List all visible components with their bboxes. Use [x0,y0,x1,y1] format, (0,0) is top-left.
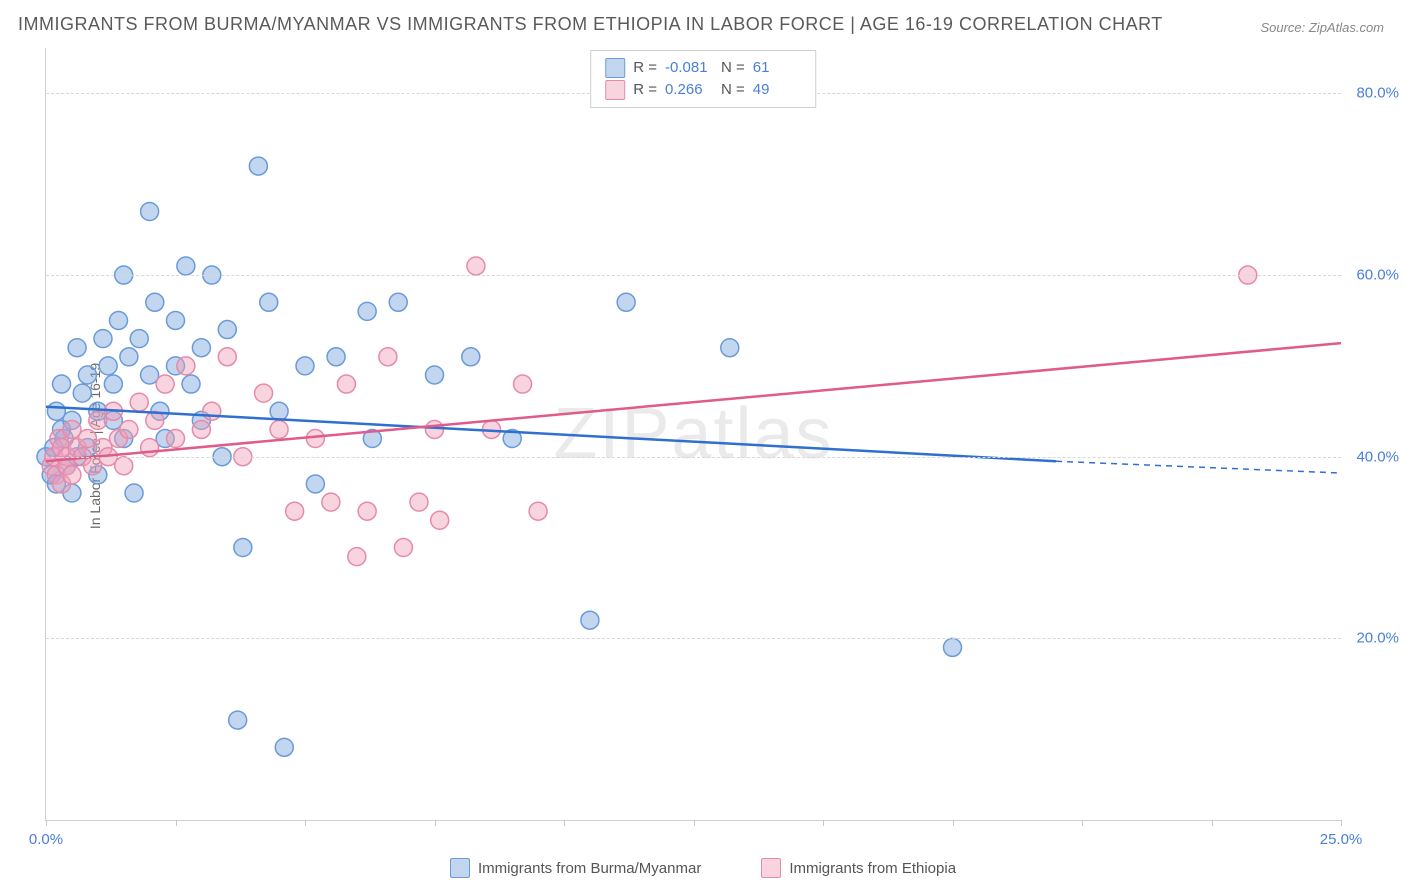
scatter-point [306,430,324,448]
legend-item: Immigrants from Ethiopia [761,858,956,878]
legend-n-value: 61 [753,57,801,79]
chart-svg [46,48,1341,820]
scatter-point [410,493,428,511]
trend-line [46,343,1341,461]
scatter-point [78,366,96,384]
x-tick-label: 0.0% [29,831,63,848]
scatter-point [125,484,143,502]
scatter-point [286,502,304,520]
scatter-point [73,384,91,402]
scatter-point [192,339,210,357]
scatter-point [514,375,532,393]
scatter-point [218,348,236,366]
scatter-point [229,711,247,729]
trend-line-extrapolation [1056,461,1341,473]
scatter-point [218,321,236,339]
scatter-point [721,339,739,357]
y-tick-label: 40.0% [1347,448,1399,465]
legend-r-value: 0.266 [665,79,713,101]
scatter-point [99,357,117,375]
scatter-point [581,611,599,629]
scatter-point [389,293,407,311]
scatter-point [53,375,71,393]
scatter-point [141,439,159,457]
y-tick-label: 80.0% [1347,85,1399,102]
legend-swatch-blue [605,58,625,78]
scatter-point [306,475,324,493]
legend-label: Immigrants from Burma/Myanmar [478,860,701,877]
scatter-point [260,293,278,311]
legend-n-label: N = [721,57,745,79]
legend-stats-row: R = 0.266 N = 49 [605,79,801,101]
scatter-point [234,539,252,557]
legend-r-label: R = [633,57,657,79]
scatter-point [167,430,185,448]
legend-label: Immigrants from Ethiopia [789,860,956,877]
scatter-point [182,375,200,393]
chart-title: IMMIGRANTS FROM BURMA/MYANMAR VS IMMIGRA… [18,14,1163,35]
scatter-point [431,511,449,529]
scatter-point [177,257,195,275]
scatter-point [94,330,112,348]
scatter-point [944,638,962,656]
scatter-point [146,293,164,311]
scatter-point [156,375,174,393]
scatter-point [426,366,444,384]
scatter-point [167,311,185,329]
scatter-point [141,202,159,220]
y-tick-label: 60.0% [1347,267,1399,284]
scatter-point [255,384,273,402]
scatter-point [104,375,122,393]
scatter-point [358,302,376,320]
legend-r-value: -0.081 [665,57,713,79]
scatter-point [110,311,128,329]
legend-n-value: 49 [753,79,801,101]
legend-swatch-pink [605,80,625,100]
y-tick-label: 20.0% [1347,630,1399,647]
scatter-point [249,157,267,175]
scatter-point [426,420,444,438]
scatter-point [120,348,138,366]
scatter-point [115,457,133,475]
scatter-point [394,539,412,557]
scatter-point [322,493,340,511]
scatter-point [467,257,485,275]
scatter-point [203,402,221,420]
legend-stats-box: R = -0.081 N = 61 R = 0.266 N = 49 [590,50,816,108]
scatter-point [348,548,366,566]
scatter-point [270,420,288,438]
x-tick-label: 25.0% [1320,831,1363,848]
scatter-point [192,420,210,438]
legend-r-label: R = [633,79,657,101]
legend-swatch-pink [761,858,781,878]
scatter-point [130,393,148,411]
legend-n-label: N = [721,79,745,101]
chart-plot-area: ZIPatlas 20.0%40.0%60.0%80.0%0.0%25.0% [45,48,1341,821]
scatter-point [68,339,86,357]
legend-item: Immigrants from Burma/Myanmar [450,858,701,878]
scatter-point [379,348,397,366]
scatter-point [529,502,547,520]
legend-stats-row: R = -0.081 N = 61 [605,57,801,79]
scatter-point [358,502,376,520]
scatter-point [130,330,148,348]
legend-bottom: Immigrants from Burma/Myanmar Immigrants… [0,858,1406,878]
scatter-point [177,357,195,375]
source-label: Source: ZipAtlas.com [1260,20,1384,35]
scatter-point [327,348,345,366]
legend-swatch-blue [450,858,470,878]
scatter-point [275,738,293,756]
scatter-point [120,420,138,438]
scatter-point [270,402,288,420]
scatter-point [462,348,480,366]
scatter-point [296,357,314,375]
scatter-point [337,375,355,393]
scatter-point [617,293,635,311]
scatter-point [63,466,81,484]
